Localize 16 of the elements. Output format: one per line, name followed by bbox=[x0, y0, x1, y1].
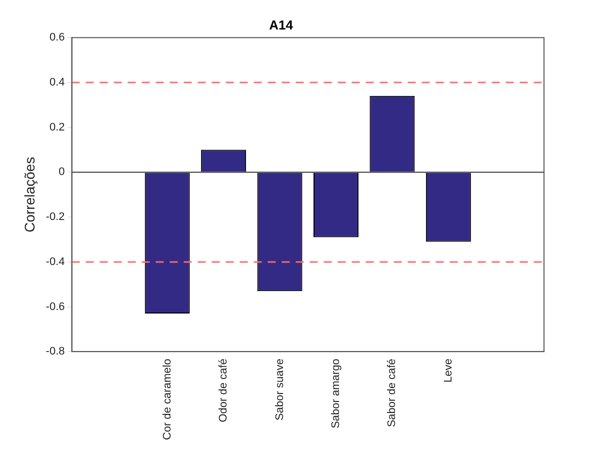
y-tick-label: -0.4 bbox=[46, 256, 65, 268]
x-tick-label: Leve bbox=[442, 358, 454, 383]
x-tick-label: Odor de café bbox=[218, 358, 230, 422]
y-tick-label: 0.4 bbox=[49, 76, 65, 88]
y-axis-title: Correlações bbox=[21, 156, 38, 232]
y-tick-label: 0 bbox=[58, 166, 65, 178]
x-tick-label: Sabor suave bbox=[274, 358, 286, 420]
y-tick-label: -0.2 bbox=[46, 211, 65, 224]
y-tick-label: -0.6 bbox=[46, 300, 65, 313]
y-tick-label: -0.8 bbox=[46, 346, 65, 358]
y-tick-label: 0.6 bbox=[49, 32, 65, 44]
y-tick-label: 0.2 bbox=[49, 121, 65, 134]
x-tick-label: Cor de caramelo bbox=[161, 358, 174, 440]
chart-title: A14 bbox=[269, 17, 294, 32]
x-tick-label: Sabor amargo bbox=[330, 358, 342, 428]
x-tick-label: Sabor de café bbox=[386, 358, 398, 428]
